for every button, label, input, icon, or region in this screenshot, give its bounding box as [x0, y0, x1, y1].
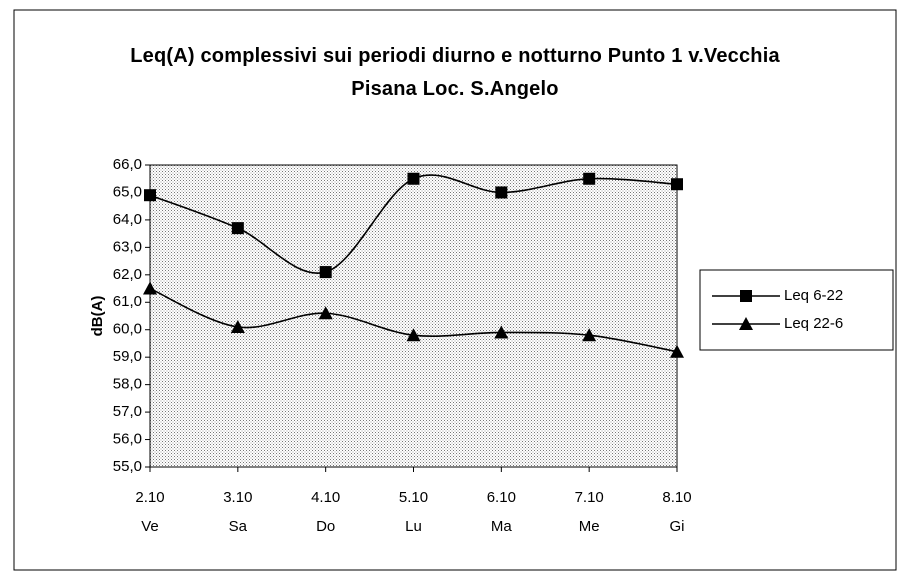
- x-tick-label: 5.10: [399, 489, 428, 506]
- legend-label: Leq 22-6: [784, 315, 843, 332]
- data-point: [495, 186, 508, 199]
- data-point: [144, 189, 156, 202]
- x-tick-label: 8.10: [662, 489, 691, 506]
- x-tick-label: 7.10: [575, 489, 604, 506]
- data-point: [494, 325, 509, 339]
- chart-title: Leq(A) complessivi sui periodi diurno e …: [130, 45, 780, 100]
- y-tick-label: 65,0: [113, 183, 142, 200]
- x-tick-label: Do: [316, 518, 335, 535]
- y-tick-label: 66,0: [113, 156, 142, 173]
- x-tick-label: 6.10: [487, 489, 516, 506]
- y-tick-label: 62,0: [113, 266, 142, 283]
- data-point: [407, 172, 420, 185]
- x-tick-label: Ve: [141, 518, 159, 535]
- x-tick-label: Sa: [229, 518, 248, 535]
- data-point: [583, 172, 596, 185]
- data-point: [671, 178, 683, 191]
- y-tick-label: 56,0: [113, 431, 142, 448]
- data-point: [318, 306, 333, 320]
- plot-area: [149, 164, 678, 468]
- legend-marker: [739, 317, 753, 330]
- x-tick-label: Lu: [405, 518, 422, 535]
- legend-label: Leq 6-22: [784, 287, 843, 304]
- y-tick-label: 57,0: [113, 403, 142, 420]
- y-axis-label: dB(A): [89, 296, 106, 337]
- data-point: [230, 319, 245, 333]
- x-tick-label: Gi: [670, 518, 685, 535]
- x-tick-label: Ma: [491, 518, 512, 535]
- y-tick-label: 63,0: [113, 238, 142, 255]
- y-tick-label: 61,0: [113, 293, 142, 310]
- y-tick-label: 55,0: [113, 458, 142, 475]
- legend-box: [699, 269, 894, 351]
- y-tick-label: 59,0: [113, 348, 142, 365]
- y-tick-label: 58,0: [113, 376, 142, 393]
- data-point: [231, 222, 244, 235]
- data-point: [319, 266, 332, 279]
- data-point: [670, 344, 684, 358]
- data-point: [143, 281, 157, 295]
- legend-marker: [740, 290, 752, 302]
- chart-frame: [13, 9, 897, 571]
- x-tick-label: Me: [579, 518, 600, 535]
- x-tick-label: 2.10: [135, 489, 164, 506]
- y-tick-label: 64,0: [113, 211, 142, 228]
- y-tick-label: 60,0: [113, 321, 142, 338]
- data-point: [582, 328, 597, 342]
- x-tick-label: 3.10: [223, 489, 252, 506]
- data-point: [406, 328, 421, 342]
- x-tick-label: 4.10: [311, 489, 340, 506]
